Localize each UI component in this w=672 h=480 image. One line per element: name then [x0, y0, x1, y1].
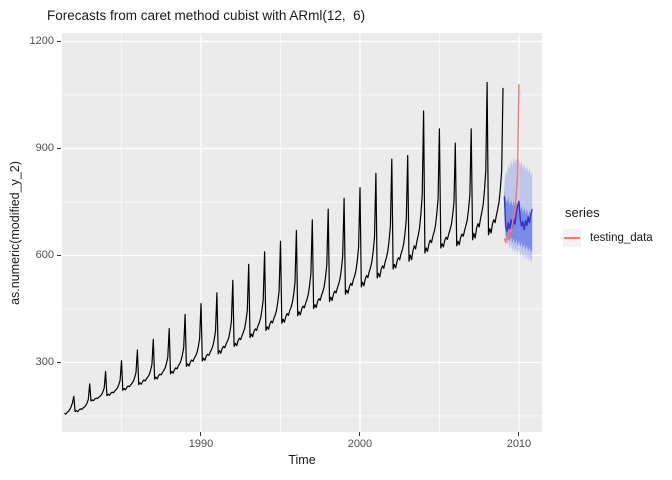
series-line-history — [64, 81, 504, 415]
y-tick-mark — [57, 147, 61, 149]
x-tick-label: 2010 — [506, 438, 532, 450]
y-tick-label: 1200 — [29, 34, 54, 47]
y-tick-mark — [57, 361, 61, 363]
band-prediction-interval-inner — [504, 188, 533, 254]
x-tick-label: 2000 — [347, 438, 373, 450]
x-axis-title: Time — [288, 453, 316, 467]
plot-title: Forecasts from caret method cubist with … — [47, 8, 366, 23]
legend-key — [563, 229, 581, 247]
series-line-forecast — [503, 196, 533, 232]
y-tick-label: 600 — [35, 248, 54, 261]
chart-canvas — [62, 33, 542, 432]
legend-entry-testing-data: testing_data — [563, 229, 653, 247]
y-tick-mark — [57, 40, 61, 42]
x-tick-mark — [200, 432, 202, 436]
legend-entry-label: testing_data — [590, 232, 653, 244]
legend-key-line-icon — [564, 237, 580, 239]
y-tick-label: 300 — [35, 355, 54, 368]
y-tick-label: 900 — [35, 141, 54, 154]
y-tick-mark — [57, 254, 61, 256]
x-tick-label: 1990 — [188, 438, 214, 450]
plot-panel — [62, 33, 542, 432]
legend: series testing_data — [563, 205, 653, 247]
x-tick-mark — [518, 432, 520, 436]
series-line-testing_data — [503, 84, 520, 243]
x-tick-mark — [359, 432, 361, 436]
y-axis-title: as.numeric(modified_y_2) — [8, 161, 22, 305]
legend-title: series — [565, 205, 600, 220]
